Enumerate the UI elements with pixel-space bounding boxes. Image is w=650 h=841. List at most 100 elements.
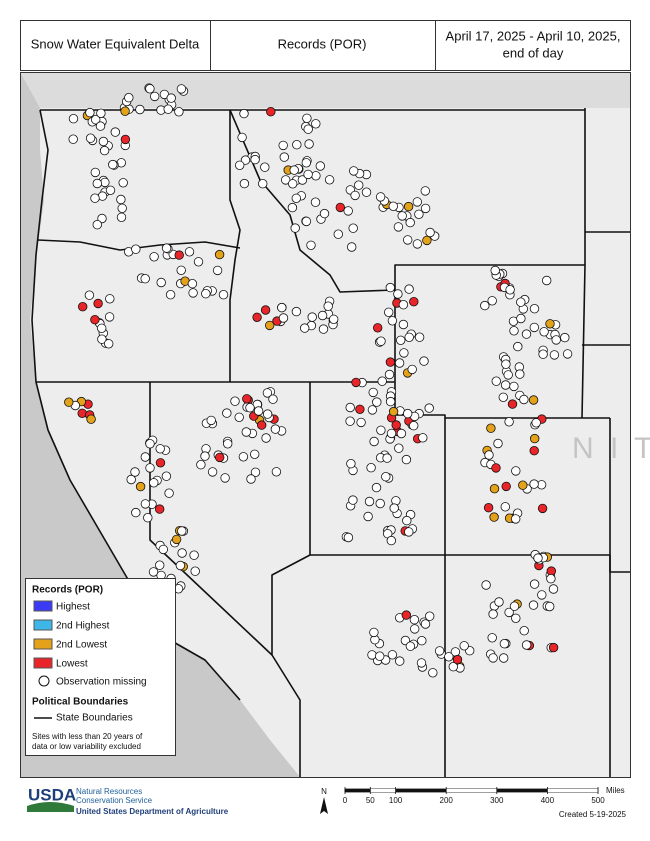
site [412, 239, 423, 249]
site [529, 322, 540, 333]
site [488, 609, 498, 619]
site [529, 479, 539, 489]
site [487, 296, 497, 306]
site [425, 611, 435, 621]
site [348, 495, 358, 505]
agency: Natural Resources [76, 787, 142, 796]
site [489, 512, 499, 522]
site [519, 394, 529, 405]
site [349, 166, 359, 176]
site [158, 544, 169, 555]
site [346, 459, 356, 469]
site [393, 222, 404, 232]
legend-items: Highest 2nd Highest 2nd Lowest Lowest [33, 600, 110, 670]
footer: USDA Natural Resources Conservation Serv… [27, 785, 627, 819]
site [394, 443, 404, 453]
site [483, 503, 494, 513]
site [86, 414, 96, 424]
site [493, 438, 503, 449]
site [538, 349, 548, 359]
site [347, 242, 357, 252]
site [310, 197, 321, 207]
site [405, 217, 415, 228]
site [98, 136, 109, 147]
site [333, 229, 344, 239]
map-label: N I T [572, 432, 650, 465]
site [290, 223, 300, 233]
site [177, 526, 187, 536]
site [548, 584, 559, 594]
site [292, 139, 302, 150]
site [511, 514, 521, 524]
site [500, 380, 511, 390]
site [422, 235, 432, 246]
site [206, 415, 216, 426]
site [389, 503, 399, 513]
legend-swatch [33, 638, 53, 650]
site [164, 488, 174, 498]
state-boundary [581, 108, 586, 419]
legend-swatch [33, 619, 53, 631]
site [291, 193, 302, 204]
site [501, 359, 511, 369]
site [367, 405, 378, 415]
site [300, 323, 310, 333]
site [386, 535, 397, 546]
site [369, 436, 379, 447]
site [240, 155, 251, 165]
site [499, 653, 509, 663]
site [97, 213, 107, 224]
site [155, 444, 165, 454]
site [376, 336, 386, 346]
site [428, 668, 438, 678]
site [246, 474, 256, 484]
site [396, 335, 406, 346]
site [384, 369, 395, 380]
site [384, 307, 394, 318]
site [528, 395, 539, 405]
site [120, 134, 131, 145]
site [103, 339, 114, 349]
site [287, 202, 298, 213]
site [250, 154, 260, 165]
site [420, 619, 431, 629]
site [218, 290, 229, 300]
site [516, 313, 526, 324]
site [207, 467, 218, 477]
site [395, 656, 405, 666]
site [288, 179, 298, 189]
site [364, 496, 375, 507]
scale-segment [370, 789, 396, 792]
site [539, 327, 549, 337]
north-label: N [321, 787, 327, 796]
site [424, 403, 434, 413]
site [176, 84, 187, 94]
site [188, 288, 198, 298]
site [546, 574, 556, 584]
site [504, 417, 514, 427]
site [85, 107, 95, 118]
site [100, 177, 110, 188]
site [140, 499, 151, 509]
site [165, 290, 176, 300]
site [388, 201, 399, 212]
scale-label: 100 [389, 796, 403, 805]
legend-swatch [33, 600, 53, 612]
site [515, 369, 525, 379]
date: April 17, 2025 - April 10, 2025, [446, 28, 621, 43]
site [214, 452, 225, 463]
site [366, 463, 376, 473]
site [533, 553, 543, 563]
site [238, 452, 249, 462]
site [265, 320, 275, 331]
site [480, 300, 490, 311]
site [548, 642, 559, 653]
site [401, 454, 412, 465]
site [412, 197, 423, 207]
site [418, 433, 428, 443]
site [414, 332, 425, 342]
site [372, 397, 382, 407]
site [92, 219, 103, 230]
site [234, 160, 245, 171]
site [323, 301, 333, 311]
